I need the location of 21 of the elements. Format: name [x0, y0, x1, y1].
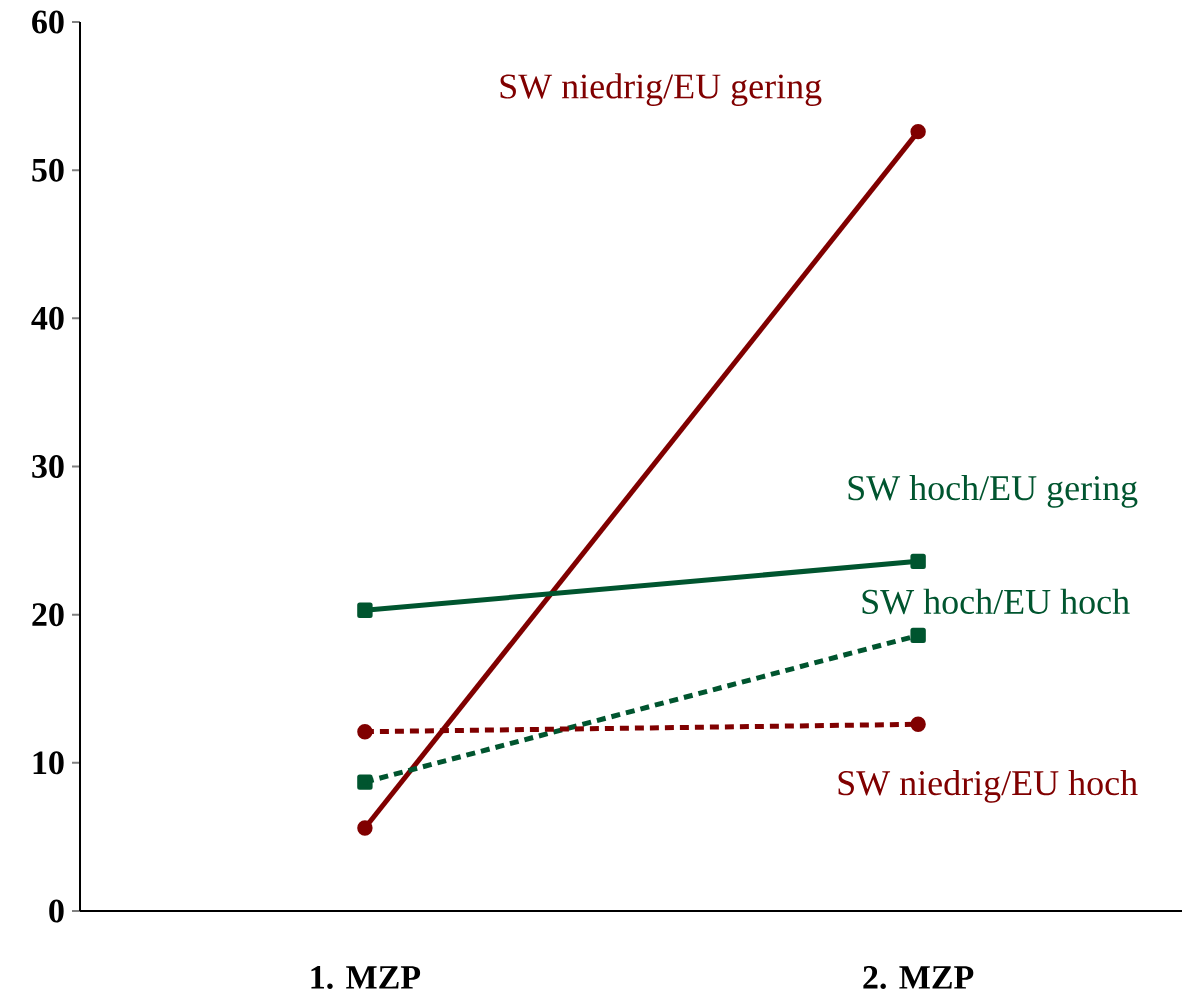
point [910, 716, 926, 733]
x-tick-label: 2. MZP [863, 966, 974, 990]
y-tick-label: 50 [32, 158, 64, 182]
point [910, 123, 926, 140]
y-tick-label: 30 [32, 455, 64, 478]
y-tick-label: 60 [32, 10, 64, 34]
point [357, 602, 373, 618]
point [357, 774, 373, 790]
y-tick-label: 0 [49, 899, 64, 923]
y-tick-label: 20 [32, 603, 64, 627]
x-tick-label: 1. MZP [311, 966, 421, 989]
series-label: SW niedrig/EU hoch [838, 769, 1138, 803]
point [357, 820, 373, 836]
text: SW niedrig/EU gering [500, 73, 822, 107]
series-label: SW hoch/EU hoch [862, 588, 1130, 615]
series-label: SW hoch/EU gering [848, 474, 1138, 508]
point [910, 627, 926, 644]
point [910, 553, 926, 570]
y-tick-label: 40 [31, 306, 64, 330]
y-tick-label: 10 [33, 751, 64, 775]
point [357, 724, 373, 740]
